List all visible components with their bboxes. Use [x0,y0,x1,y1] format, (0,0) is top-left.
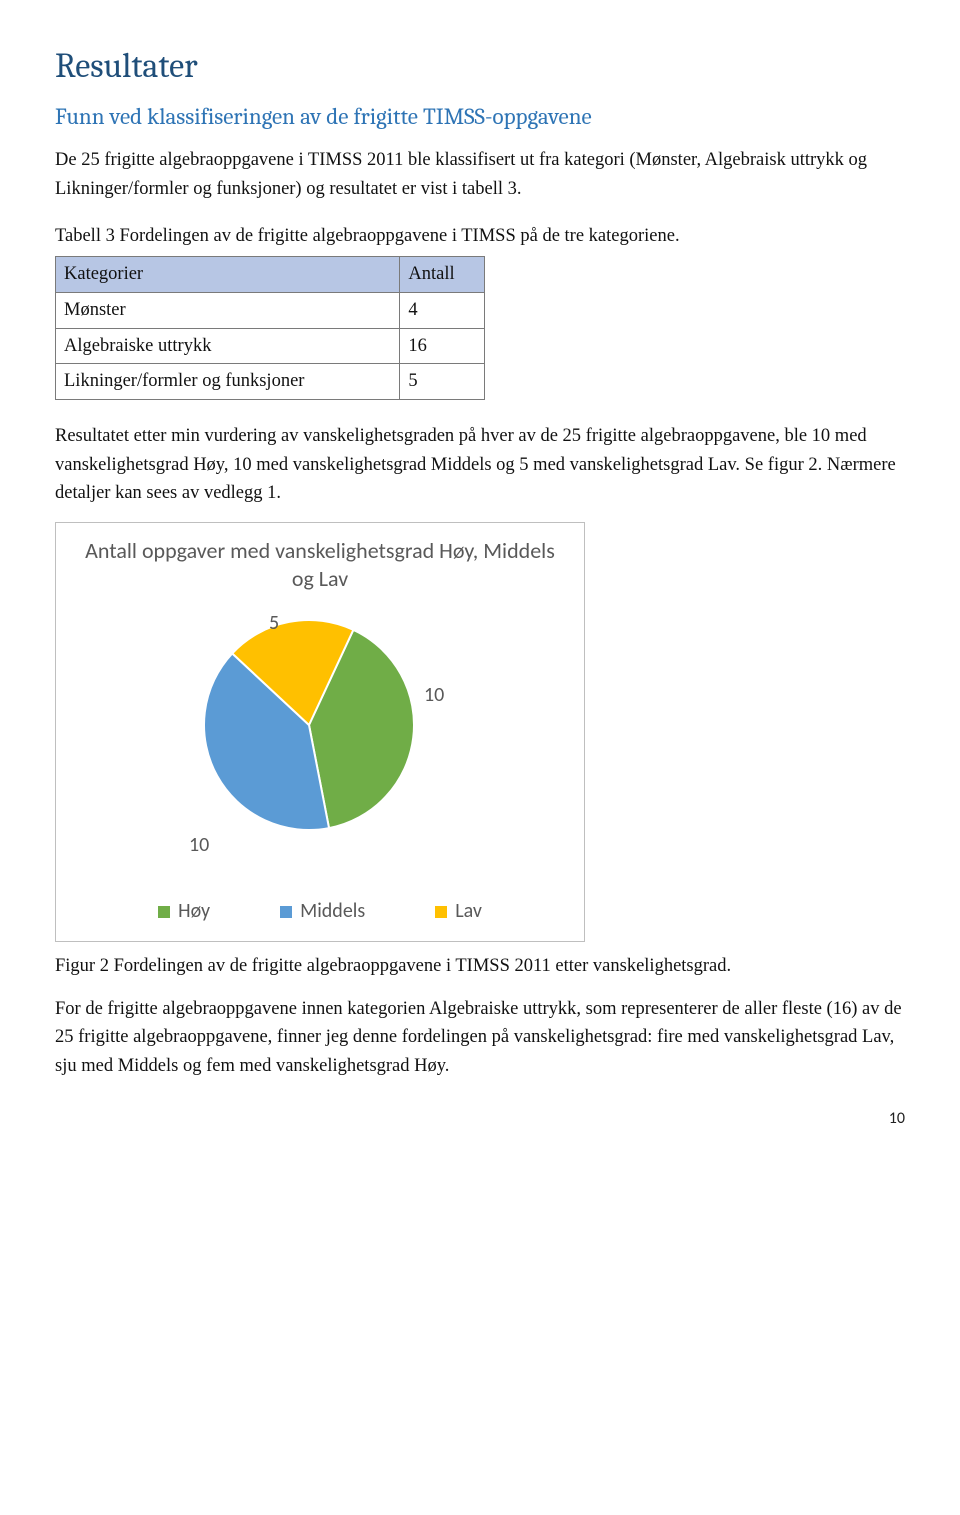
pie-slice-label: 5 [269,608,279,639]
table-cell: Likninger/formler og funksjoner [56,364,400,400]
table-row: Algebraiske uttrykk16 [56,328,485,364]
table-cell: 5 [400,364,485,400]
paragraph-after-table: Resultatet etter min vurdering av vanske… [55,422,905,508]
legend-swatch [280,906,292,918]
paragraph-final: For de frigitte algebraoppgavene innen k… [55,995,905,1081]
legend-swatch [435,906,447,918]
table-row: Mønster4 [56,293,485,329]
page-number: 10 [55,1107,905,1132]
pie-slice-label: 10 [189,830,209,861]
table-cell: 4 [400,293,485,329]
chart-legend: Høy Middels Lav [74,896,566,927]
legend-swatch [158,906,170,918]
table-row: Likninger/formler og funksjoner5 [56,364,485,400]
pie-svg [204,620,414,830]
legend-label: Lav [455,896,482,927]
legend-label: Middels [300,896,365,927]
legend-item: Høy [158,896,210,927]
table-cell: Mønster [56,293,400,329]
paragraph-intro: De 25 frigitte algebraoppgavene i TIMSS … [55,146,905,203]
table-header-cell: Kategorier [56,257,400,293]
heading-main: Resultater [55,40,905,93]
pie-slice-label: 10 [424,680,444,711]
table-header-cell: Antall [400,257,485,293]
category-table: Kategorier Antall Mønster4Algebraiske ut… [55,256,485,400]
chart-title: Antall oppgaver med vanskelighetsgrad Hø… [74,537,566,592]
table-cell: Algebraiske uttrykk [56,328,400,364]
legend-item: Middels [280,896,365,927]
table-caption: Tabell 3 Fordelingen av de frigitte alge… [55,222,905,251]
legend-item: Lav [435,896,482,927]
heading-sub: Funn ved klassifiseringen av de frigitte… [55,99,905,135]
table-cell: 16 [400,328,485,364]
legend-label: Høy [178,896,210,927]
pie-chart: 10 10 5 [74,600,564,890]
figure-caption: Figur 2 Fordelingen av de frigitte algeb… [55,952,905,981]
pie-chart-frame: Antall oppgaver med vanskelighetsgrad Hø… [55,522,585,942]
